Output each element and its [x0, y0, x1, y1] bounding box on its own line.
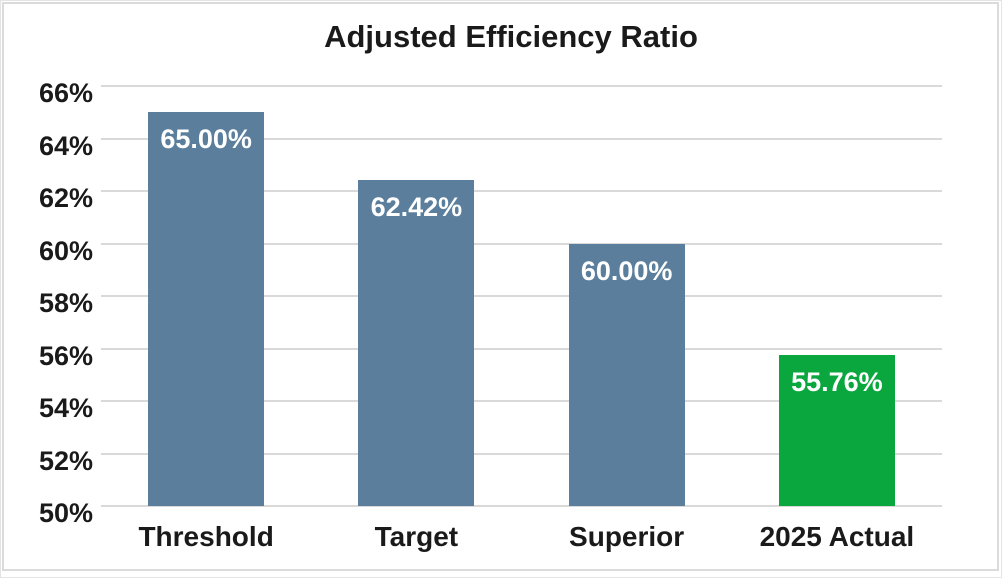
gridline [101, 85, 942, 87]
y-axis-tick-label: 50% [38, 498, 93, 528]
bar-value-label: 62.42% [370, 191, 463, 222]
bar: 65.00% [148, 112, 265, 506]
bar: 62.42% [358, 179, 475, 506]
bar-value-label: 55.76% [791, 366, 883, 397]
plot-area: 65.00% 62.42% 60.00% 55.76% [101, 85, 942, 507]
y-axis: 50% 52% 54% 56% 58% 60% 62% 64% 66% [1, 1, 93, 577]
gridline [101, 190, 942, 192]
y-axis-tick-label: 60% [38, 235, 93, 266]
gridline [101, 505, 942, 507]
x-axis-category-label: Threshold [138, 521, 274, 552]
y-axis-tick-label: 52% [38, 445, 93, 476]
chart-border [2, 2, 999, 571]
y-axis-tick-label: 58% [38, 288, 93, 318]
y-axis-tick-label: 54% [38, 393, 93, 423]
gridline [101, 400, 942, 402]
x-axis-category-label: Target [374, 521, 459, 552]
gridline [101, 295, 942, 297]
bar: 60.00% [568, 243, 685, 506]
x-axis: Threshold Target Superior 2025 Actual [101, 520, 942, 554]
chart-title: Adjusted Efficiency Ratio [324, 19, 698, 54]
bar-value-label: 65.00% [160, 124, 252, 155]
y-axis-tick-label: 56% [38, 340, 93, 371]
y-axis-tick-label: 66% [38, 78, 93, 108]
y-axis-tick-label: 62% [38, 183, 93, 213]
gridline [101, 242, 942, 245]
gridline [101, 137, 942, 140]
bar-value-label: 60.00% [580, 255, 673, 286]
y-axis-tick-label: 64% [38, 130, 93, 161]
gridline [101, 452, 942, 455]
bar: 55.76% [778, 354, 895, 506]
gridline [101, 347, 942, 350]
x-axis-category-label: Superior [569, 521, 685, 552]
x-axis-category-label: 2025 Actual [759, 521, 915, 552]
